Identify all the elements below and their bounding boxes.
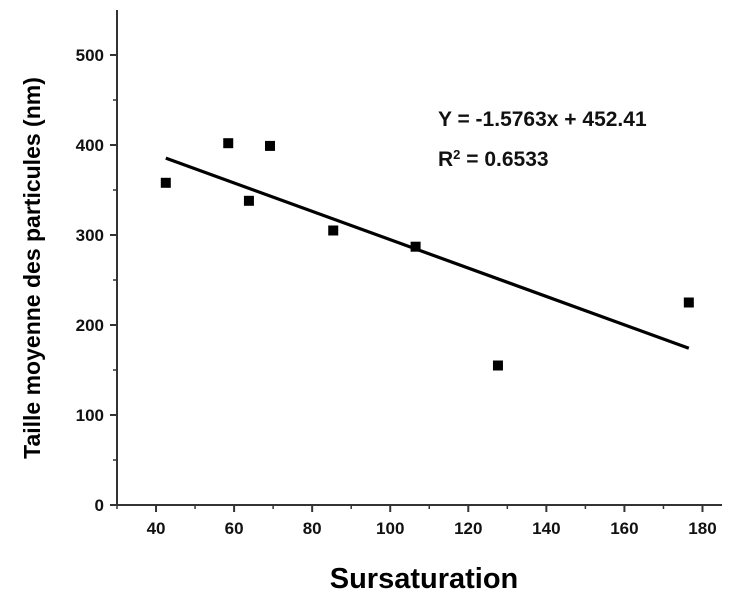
axes [116,10,722,506]
data-point [683,297,694,308]
x-tick-label: 160 [610,519,638,538]
x-tick-label: 40 [147,519,166,538]
r-squared-label: R2 = 0.6533 [438,147,549,172]
y-axis-title: Taille moyenne des particules (nm) [19,77,45,459]
r-squared-value: = 0.6533 [460,148,548,171]
y-tick-label: 400 [76,136,104,155]
data-point [265,140,276,151]
y-tick-label: 0 [95,496,104,515]
x-axis-title: Sursaturation [330,563,519,595]
data-point [243,195,254,206]
data-point [223,138,234,149]
y-tick-label: 300 [76,226,104,245]
data-point [160,177,171,188]
y-tick-label: 500 [76,46,104,65]
x-axis-ticks: 40 60 80 100 120 140 160 180 [116,505,717,538]
x-tick-label: 80 [303,519,322,538]
y-tick-label: 100 [76,406,104,425]
r-squared-symbol: R [438,148,453,171]
data-point [328,225,339,236]
data-points [160,138,694,371]
y-axis-ticks: 0 100 200 300 400 500 [76,46,117,515]
y-tick-label: 200 [76,316,104,335]
x-tick-label: 140 [532,519,560,538]
x-tick-label: 120 [454,519,482,538]
data-point [410,241,421,252]
x-tick-label: 60 [225,519,244,538]
regression-line [165,156,690,350]
data-point [492,360,503,371]
x-tick-label: 180 [688,519,716,538]
r-squared-exponent: 2 [453,147,460,162]
regression-equation: Y = -1.5763x + 452.41 [438,108,647,131]
x-tick-label: 100 [376,519,404,538]
